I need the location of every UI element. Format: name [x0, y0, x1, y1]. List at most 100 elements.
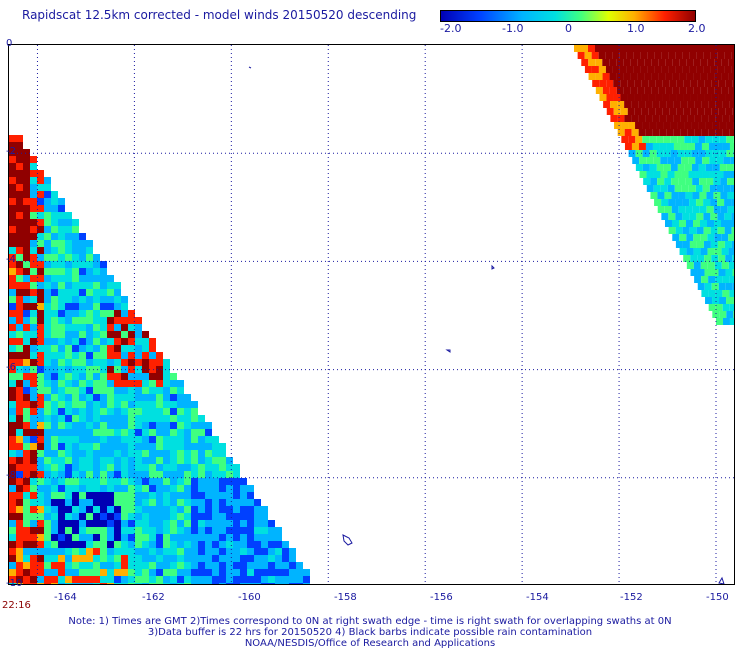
data-cell [240, 576, 247, 583]
data-cell [107, 394, 114, 401]
data-cell [707, 220, 714, 227]
data-cell [163, 555, 170, 562]
data-cell [58, 359, 65, 366]
data-cell [683, 255, 691, 262]
data-cell [37, 317, 44, 324]
data-cell [79, 583, 86, 584]
data-cell [114, 359, 121, 366]
data-cell [149, 373, 156, 380]
data-cell [44, 534, 51, 541]
data-cell [58, 338, 65, 345]
data-cell [609, 87, 617, 94]
data-cell [121, 534, 128, 541]
data-cell [704, 80, 712, 87]
data-cell [37, 464, 44, 471]
data-cell [142, 338, 149, 345]
data-cell [212, 443, 219, 450]
data-cell [58, 429, 65, 436]
data-cell [673, 101, 681, 108]
data-cell [149, 436, 156, 443]
map-canvas [9, 45, 734, 584]
data-cell [93, 436, 100, 443]
data-cell [9, 303, 16, 310]
data-cell [44, 443, 51, 450]
data-cell [205, 569, 212, 576]
data-cell [714, 262, 722, 269]
data-cell [37, 443, 44, 450]
data-cell [709, 157, 717, 164]
data-cell [135, 555, 142, 562]
data-cell [128, 359, 135, 366]
data-cell [690, 269, 698, 276]
data-cell [149, 345, 156, 352]
data-cell [156, 429, 163, 436]
data-cell [198, 478, 205, 485]
data-cell [16, 219, 23, 226]
data-cell [16, 289, 23, 296]
data-cell [86, 380, 93, 387]
data-cell [65, 366, 72, 373]
data-cell [107, 443, 114, 450]
data-cell [635, 122, 643, 129]
data-cell [23, 198, 30, 205]
data-cell [65, 548, 72, 555]
data-cell [665, 87, 673, 94]
data-cell [30, 527, 37, 534]
data-cell [37, 233, 44, 240]
data-cell [713, 192, 721, 199]
data-cell [659, 101, 667, 108]
data-cell [107, 541, 114, 548]
data-cell [711, 269, 719, 276]
data-cell [16, 282, 23, 289]
note-line-2: 3)Data buffer is 22 hrs for 20150520 4) … [147, 627, 593, 638]
data-cell [72, 240, 79, 247]
data-cell [637, 73, 645, 80]
data-cell [93, 366, 100, 373]
data-cell [732, 269, 734, 276]
data-cell [705, 122, 713, 129]
data-cell [624, 129, 632, 136]
data-cell [170, 373, 177, 380]
data-cell [177, 527, 184, 534]
data-cell [65, 569, 72, 576]
data-cell [254, 555, 261, 562]
data-cell [9, 422, 16, 429]
data-cell [44, 345, 51, 352]
data-cell [205, 562, 212, 569]
data-cell [142, 408, 149, 415]
data-cell [72, 541, 79, 548]
data-cell [191, 541, 198, 548]
data-cell [177, 429, 184, 436]
data-cell [226, 513, 233, 520]
data-cell [149, 387, 156, 394]
data-cell [686, 59, 694, 66]
data-cell [16, 163, 23, 170]
data-cell [51, 275, 58, 282]
data-cell [191, 485, 198, 492]
data-cell [79, 394, 86, 401]
data-cell [620, 80, 628, 87]
data-cell [711, 94, 719, 101]
data-cell [240, 520, 247, 527]
data-cell [714, 87, 722, 94]
data-cell [254, 583, 261, 584]
data-cell [654, 52, 662, 59]
data-cell [16, 513, 23, 520]
data-cell [72, 310, 79, 317]
data-cell [588, 59, 596, 66]
data-cell [51, 401, 58, 408]
data-cell [240, 506, 247, 513]
data-cell [37, 541, 44, 548]
data-cell [9, 485, 16, 492]
data-cell [682, 52, 690, 59]
data-cell [72, 289, 79, 296]
data-cell [128, 422, 135, 429]
data-cell [709, 185, 717, 192]
data-cell [93, 380, 100, 387]
data-cell [696, 66, 704, 73]
data-cell [733, 136, 734, 143]
data-cell [177, 534, 184, 541]
data-cell [16, 555, 23, 562]
data-cell [65, 338, 72, 345]
data-cell [658, 59, 666, 66]
